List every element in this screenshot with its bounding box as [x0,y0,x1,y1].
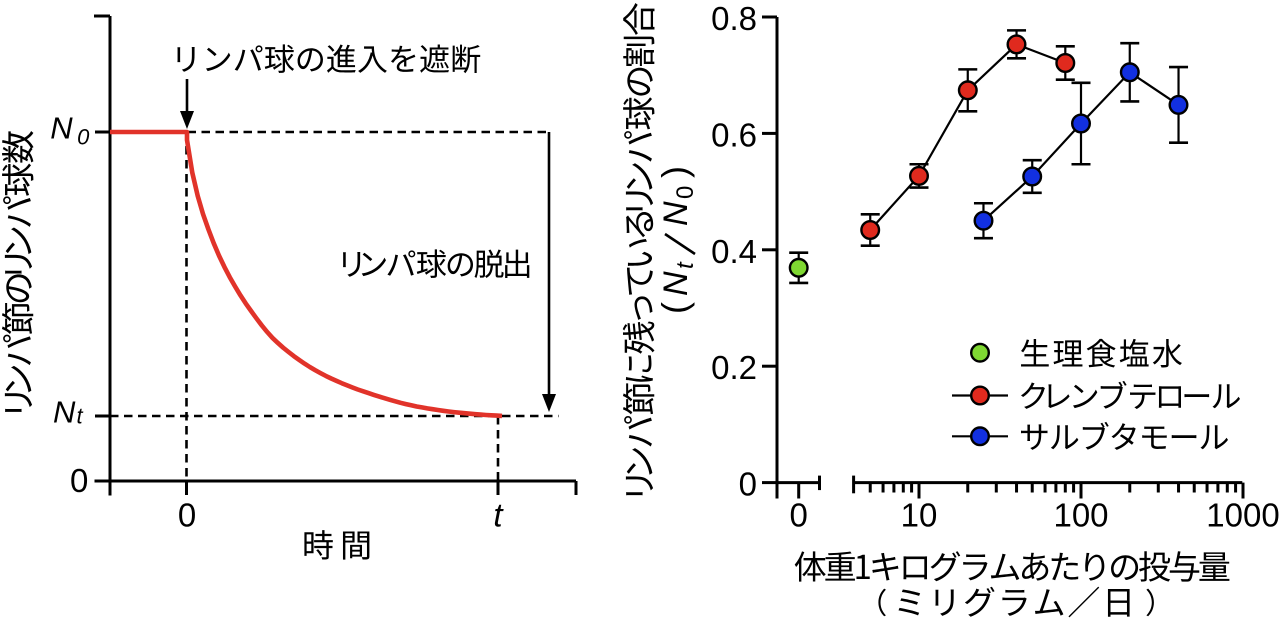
svg-text:0: 0 [70,462,88,499]
svg-text:0.4: 0.4 [711,233,757,270]
svg-text:0.6: 0.6 [711,116,757,153]
svg-text:0: 0 [178,497,196,534]
svg-text:0: 0 [672,186,699,199]
svg-text:N: N [657,201,695,226]
svg-text:N: N [657,271,695,296]
svg-text:t: t [77,404,84,429]
svg-text:(: ( [654,302,695,314]
svg-text:0: 0 [739,466,757,503]
svg-text:t: t [493,497,504,534]
svg-text:): ) [654,166,695,178]
svg-text:0: 0 [790,497,808,534]
svg-text:N: N [53,395,76,430]
svg-text:0.8: 0.8 [711,0,757,37]
svg-text:0: 0 [77,125,90,150]
svg-text:0.2: 0.2 [711,349,757,386]
svg-text:t: t [672,261,699,269]
svg-text:1000: 1000 [1206,497,1279,534]
svg-text:10: 10 [901,497,938,534]
svg-text:N: N [50,111,73,146]
svg-text:100: 100 [1053,497,1108,534]
